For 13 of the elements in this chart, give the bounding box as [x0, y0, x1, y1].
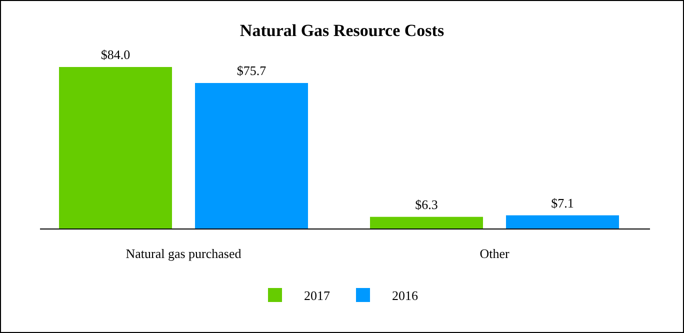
- x-tick-label: Natural gas purchased: [126, 246, 242, 261]
- data-label: $6.3: [415, 196, 438, 212]
- chart-title: Natural Gas Resource Costs: [240, 21, 444, 40]
- data-label: $75.7: [236, 63, 267, 78]
- bar: [195, 83, 308, 229]
- data-label: $7.1: [551, 195, 574, 210]
- bar: [370, 216, 483, 229]
- bar: [59, 67, 172, 229]
- bar: [506, 215, 619, 229]
- x-tick-label: Other: [480, 246, 510, 261]
- data-label: $84.0: [100, 47, 130, 62]
- legend-label: 2017: [304, 288, 330, 303]
- legend-label: 2016: [392, 288, 418, 303]
